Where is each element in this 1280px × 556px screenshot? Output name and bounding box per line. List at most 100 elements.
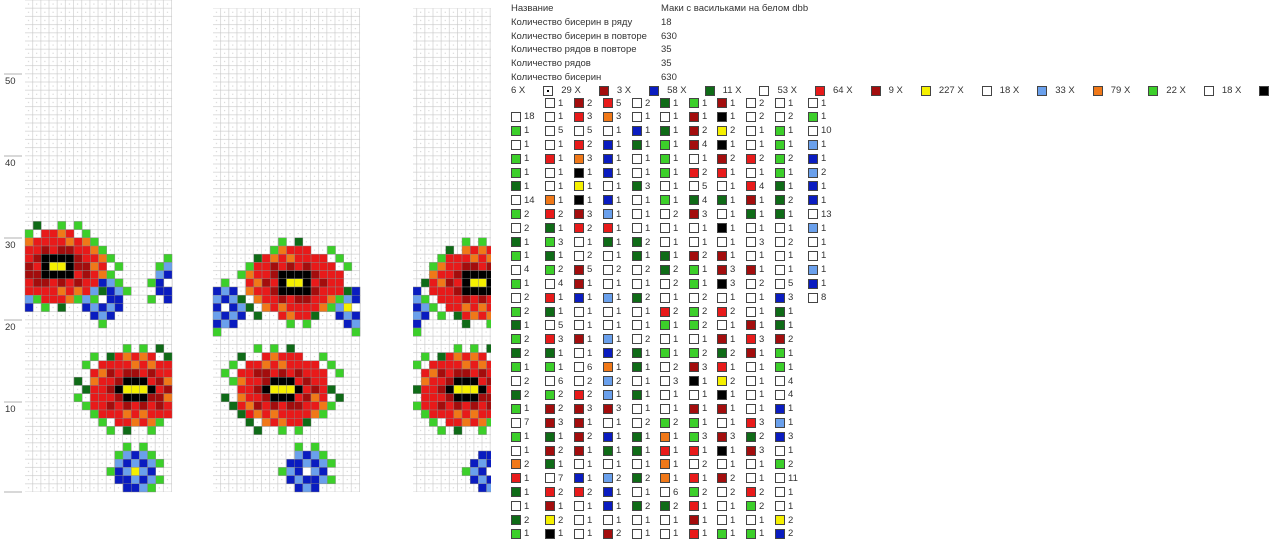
bead-cell	[90, 368, 99, 378]
bead-cell	[327, 270, 336, 280]
bead-cell	[478, 418, 487, 427]
bead-cell	[469, 344, 479, 353]
bead-count: 4	[524, 264, 530, 276]
bead-swatch	[746, 181, 756, 192]
bead-swatch	[689, 376, 699, 386]
bead-swatch	[775, 111, 785, 122]
bead-cell	[147, 360, 156, 370]
bead-cell	[73, 262, 83, 271]
legend-item: 11 X	[723, 85, 770, 96]
bead-cell	[413, 303, 422, 312]
row-label: 40	[5, 158, 16, 169]
bead-cell	[253, 368, 263, 378]
bead-cell	[495, 484, 500, 492]
bead-count: 2	[558, 208, 564, 220]
bead-swatch	[717, 515, 727, 525]
bead-cell	[469, 286, 479, 296]
bead-cell	[429, 360, 438, 370]
bead-cell	[445, 278, 455, 288]
bead-cell	[286, 467, 295, 476]
bead-cell	[310, 303, 320, 312]
bead-cell	[302, 262, 312, 271]
bead-cell	[253, 377, 263, 386]
bead-count: 1	[821, 222, 827, 234]
bead-swatch	[632, 125, 642, 136]
bead-swatch	[660, 125, 670, 136]
bead-count: 2	[587, 139, 593, 151]
bead-swatch	[603, 139, 613, 150]
bead-cell	[90, 262, 99, 271]
bead-cell	[461, 237, 471, 247]
bead-cell	[237, 393, 246, 403]
bead-cell	[49, 295, 58, 304]
bead-cell	[302, 360, 312, 370]
bead-swatch	[775, 389, 785, 400]
bead-cell	[139, 459, 148, 468]
bead-cell	[24, 253, 34, 263]
bead-swatch	[632, 376, 642, 386]
bead-cell	[310, 295, 320, 304]
bead-cell	[420, 295, 430, 304]
bead-count: 4	[702, 139, 708, 151]
bead-cell	[106, 270, 116, 280]
bead-swatch	[511, 515, 521, 525]
bead-cell	[302, 450, 312, 460]
bead-cell	[302, 286, 312, 296]
legend-swatch	[1092, 85, 1103, 96]
bead-cell	[139, 401, 148, 411]
bead-swatch	[603, 459, 613, 470]
bead-swatch	[632, 195, 642, 206]
bead-cell	[469, 475, 479, 485]
bead-cell	[155, 262, 165, 271]
bead-swatch	[660, 306, 670, 317]
bead-count: 1	[616, 500, 622, 512]
bead-swatch	[574, 153, 584, 164]
bead-count: 1	[587, 458, 593, 470]
info-value: 35	[661, 58, 672, 70]
bead-count: 1	[616, 486, 622, 498]
bead-cell	[147, 450, 156, 460]
bead-cell	[114, 393, 124, 403]
bead-cell	[302, 253, 312, 263]
bead-swatch	[632, 501, 642, 512]
bead-swatch	[511, 153, 521, 164]
bead-swatch	[545, 292, 555, 303]
bead-count: 1	[587, 417, 593, 429]
bead-cell	[453, 253, 463, 263]
bead-count: 3	[558, 417, 564, 429]
bead-count: 1	[759, 389, 765, 401]
bead-count: 1	[730, 208, 736, 220]
bead-cell	[253, 262, 263, 271]
bead-swatch	[717, 139, 727, 150]
bead-count: 3	[759, 417, 765, 429]
bead-swatch	[775, 306, 785, 317]
bead-swatch	[632, 181, 642, 192]
bead-count: 1	[645, 194, 651, 206]
bead-swatch	[689, 389, 699, 400]
bead-swatch	[717, 376, 727, 386]
bead-count: 1	[645, 125, 651, 137]
bead-cell	[106, 426, 116, 435]
bead-cell	[445, 245, 455, 255]
row-label: 20	[5, 322, 16, 333]
bead-swatch	[808, 195, 818, 206]
bead-count: 1	[702, 417, 708, 429]
bead-cell	[147, 409, 156, 419]
bead-cell	[469, 385, 479, 394]
bead-cell	[278, 295, 287, 304]
bead-cell	[478, 368, 487, 378]
bead-count: 11	[788, 472, 798, 484]
bead-swatch	[574, 501, 584, 512]
bead-count: 3	[616, 111, 622, 123]
bead-count: 1	[645, 208, 651, 220]
bead-swatch	[717, 528, 727, 539]
bead-cell	[319, 459, 328, 468]
bead-cell	[32, 286, 42, 296]
bead-count: 3	[645, 180, 651, 192]
bead-cell	[486, 385, 491, 394]
bead-cell	[98, 409, 107, 419]
bead-cell	[429, 393, 438, 403]
bead-cell	[139, 377, 148, 386]
bead-cell	[131, 352, 140, 362]
